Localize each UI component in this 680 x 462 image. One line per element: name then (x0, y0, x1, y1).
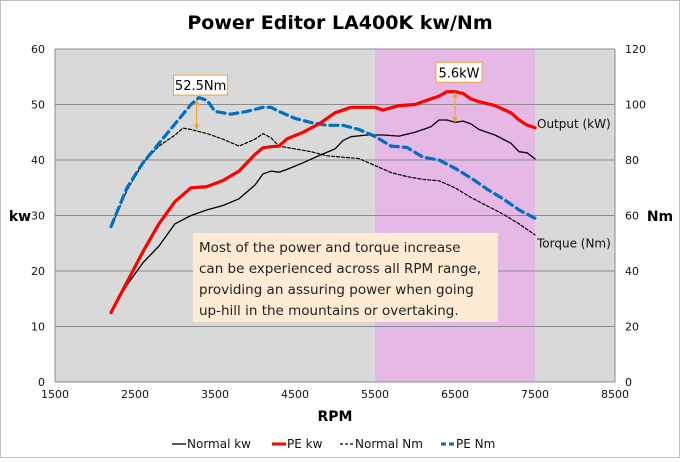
note-line: providing an assuring power when going (199, 282, 474, 298)
note-box: Most of the power and torque increase can… (193, 233, 498, 322)
y-tick-label-right: 20 (625, 321, 639, 334)
y-tick-label-left: 10 (31, 321, 45, 334)
legend-label: Normal kw (187, 437, 251, 451)
callout-box (173, 74, 229, 96)
callout-arrow-head-up (452, 92, 458, 98)
series-line-normal-kw (110, 119, 536, 314)
x-tick-label: 2500 (121, 388, 149, 401)
x-tick-label: 1500 (41, 388, 69, 401)
callout-arrow-head-down (452, 117, 458, 123)
legend-label: Normal Nm (355, 437, 423, 451)
y-tick-label-right: 120 (625, 43, 646, 56)
chart-title: Power Editor LA400K kw/Nm (187, 12, 492, 34)
y-tick-label-left: 50 (31, 99, 45, 112)
callout-label: 5.6kW (438, 66, 479, 81)
x-tick-label: 8500 (601, 388, 629, 401)
y-axis-title-right: Nm (647, 209, 673, 225)
callout-arrow-head-up (193, 100, 200, 106)
x-tick-label: 7500 (521, 388, 549, 401)
series-line-normal-nm (110, 127, 536, 236)
tick-labels: 1500 2500 3500 4500 5500 6500 7500 850001020304… (31, 43, 646, 401)
y-tick-label-right: 0 (625, 376, 632, 389)
legend: Normal kw PE kw Normal Nm PE Nm (172, 437, 495, 451)
callout-arrow-head-down (193, 124, 200, 130)
series-layer (109, 90, 537, 315)
legend-label: PE kw (287, 437, 323, 451)
series-end-label: Torque (Nm) (536, 236, 611, 250)
legend-label: PE Nm (456, 437, 495, 451)
callout-box (435, 61, 483, 83)
y-tick-label-right: 100 (625, 99, 646, 112)
x-tick-label: 4500 (281, 388, 309, 401)
series-line-pe-nm (109, 95, 537, 229)
series-labels: Output (kW) Torque (Nm) (536, 117, 611, 250)
y-tick-label-right: 80 (625, 154, 639, 167)
x-tick-label: 5500 (361, 388, 389, 401)
y-tick-label-left: 30 (31, 210, 45, 223)
note-line: up-hill in the mountains or overtaking. (199, 303, 459, 319)
y-tick-label-left: 60 (31, 43, 45, 56)
callout-label: 52.5Nm (175, 79, 226, 94)
y-tick-label-left: 40 (31, 154, 45, 167)
y-tick-label-right: 60 (625, 210, 639, 223)
annotations: 52.5Nm 5.6kW (173, 61, 483, 130)
x-tick-label: 3500 (201, 388, 229, 401)
y-tick-label-left: 20 (31, 265, 45, 278)
note-line: Most of the power and torque increase (199, 240, 460, 256)
series-end-label: Output (kW) (537, 117, 611, 131)
note-background (193, 233, 498, 322)
x-axis-title: RPM (318, 409, 353, 425)
y-tick-label-right: 40 (625, 265, 639, 278)
x-tick-label: 6500 (441, 388, 469, 401)
y-axis-title-left: kw (9, 209, 31, 225)
series-line-pe-kw (109, 90, 537, 315)
y-tick-label-left: 0 (38, 376, 45, 389)
note-line: can be experienced across all RPM range, (199, 261, 481, 277)
